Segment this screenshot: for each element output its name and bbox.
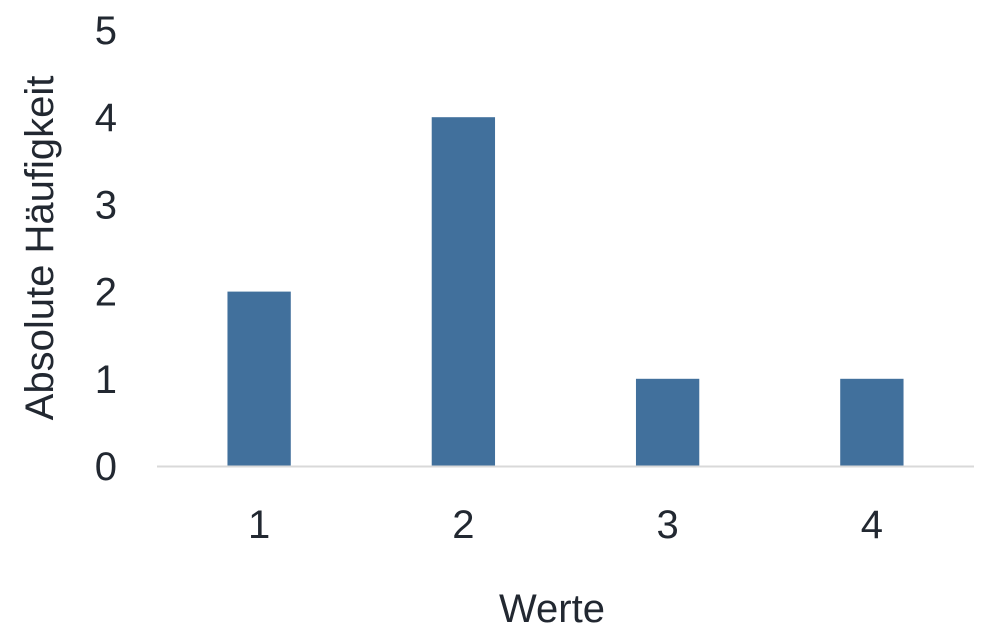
x-tick-label: 2	[452, 503, 474, 547]
bar-2	[431, 117, 496, 466]
bar-1	[227, 291, 291, 466]
bar-3	[635, 378, 700, 466]
y-tick-label: 0	[95, 445, 117, 489]
y-axis-title: Absolute Häufigkeit	[18, 76, 62, 421]
bar-4	[840, 378, 904, 466]
x-axis-ticks: 1 2 3 4	[248, 503, 883, 547]
x-tick-label: 1	[248, 503, 270, 547]
y-tick-label: 3	[95, 183, 117, 227]
x-tick-label: 4	[861, 503, 883, 547]
y-axis-ticks: 0 1 2 3 4 5	[95, 9, 117, 489]
x-tick-label: 3	[657, 503, 679, 547]
y-tick-label: 1	[95, 358, 117, 402]
y-tick-label: 5	[95, 9, 117, 53]
bars	[227, 117, 904, 466]
y-tick-label: 4	[95, 96, 117, 140]
x-axis-title: Werte	[499, 587, 605, 628]
y-tick-label: 2	[95, 271, 117, 315]
